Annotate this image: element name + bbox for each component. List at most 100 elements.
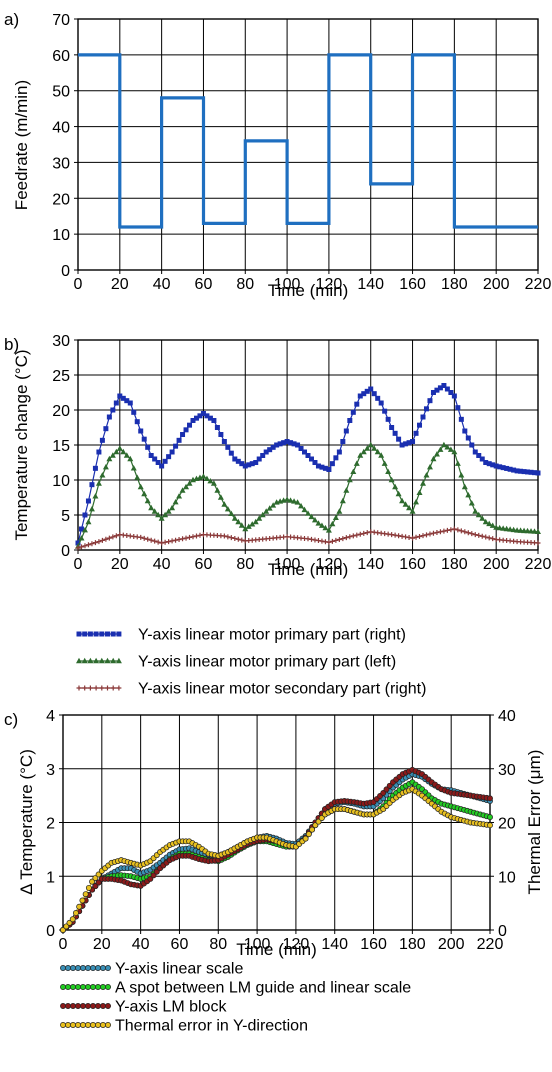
- legend-swatch-marker: [93, 631, 99, 637]
- x-tick-label: 80: [236, 556, 254, 573]
- y-tick-label: 0: [46, 923, 55, 940]
- data-point: [326, 467, 332, 472]
- data-point: [85, 884, 92, 891]
- plot-frame: [77, 18, 539, 271]
- data-point: [461, 483, 468, 490]
- data-point: [235, 536, 241, 542]
- data-point: [148, 453, 154, 458]
- data-point: [110, 407, 116, 413]
- data-point: [490, 462, 496, 468]
- legend-swatch-marker: [80, 965, 86, 971]
- data-point: [433, 451, 440, 457]
- x-tick-label: 140: [357, 556, 384, 573]
- data-point: [147, 875, 154, 882]
- data-point: [76, 903, 83, 910]
- y-tick-label: 20: [52, 191, 70, 208]
- legend-swatch-marker: [76, 631, 82, 637]
- data-point: [152, 538, 158, 544]
- data-point: [325, 527, 332, 533]
- data-point: [169, 538, 175, 544]
- x-tick-label: 200: [483, 276, 510, 293]
- data-point: [455, 405, 461, 411]
- data-point: [315, 463, 321, 469]
- data-point: [476, 532, 482, 538]
- data-point: [333, 537, 339, 543]
- legend-swatch-marker: [75, 984, 81, 990]
- data-point: [249, 521, 256, 527]
- data-point: [462, 529, 468, 535]
- data-point: [92, 540, 98, 546]
- data-point: [518, 468, 524, 474]
- data-point: [193, 415, 199, 421]
- data-point: [326, 539, 332, 545]
- data-point: [486, 461, 492, 467]
- legend-item: A spot between LM guide and linear scale: [60, 980, 411, 997]
- data-point: [124, 398, 130, 404]
- data-point: [120, 448, 127, 455]
- legend-swatch-marker: [82, 685, 88, 691]
- data-point: [406, 440, 412, 446]
- data-point: [106, 414, 112, 420]
- y-axis-label: Δ Temperature (°C): [17, 749, 36, 895]
- series-1: [78, 53, 538, 229]
- data-point: [187, 422, 193, 428]
- data-point: [151, 508, 158, 514]
- data-point: [364, 445, 371, 451]
- data-point: [465, 491, 472, 498]
- series-1: [75, 383, 541, 546]
- x-tick-label: 20: [111, 276, 129, 293]
- data-point: [392, 483, 399, 490]
- data-point: [284, 496, 291, 502]
- data-point: [361, 391, 367, 397]
- legend-swatch-marker: [65, 984, 71, 990]
- legend-swatch-marker: [90, 1003, 96, 1009]
- legend-swatch-marker: [65, 1022, 71, 1028]
- legend-swatch-marker: [110, 685, 116, 691]
- data-point: [532, 470, 538, 476]
- series-2: [75, 441, 541, 549]
- data-point: [386, 782, 393, 789]
- legend-swatch-marker: [105, 984, 111, 990]
- data-point: [78, 544, 84, 550]
- data-point: [482, 518, 489, 525]
- data-point: [332, 514, 339, 520]
- x-tick-label: 0: [74, 556, 83, 573]
- x-axis-label: Time (min): [268, 281, 349, 300]
- data-point: [444, 444, 451, 450]
- data-point: [441, 528, 447, 534]
- y-axis-label: Feedrate (m/min): [12, 80, 31, 210]
- data-point: [427, 531, 433, 537]
- data-point: [85, 542, 91, 548]
- y-tick-label: 60: [52, 48, 70, 65]
- x-tick-label: 100: [274, 276, 301, 293]
- x-axis-label: Time (min): [268, 560, 349, 579]
- data-point: [183, 483, 190, 490]
- data-point: [360, 448, 367, 455]
- data-point: [483, 460, 489, 465]
- data-point: [354, 532, 360, 538]
- data-point: [162, 511, 169, 518]
- x-tick-label: 180: [441, 556, 468, 573]
- x-tick-label: 0: [59, 936, 68, 953]
- data-point: [123, 452, 130, 458]
- x-tick-label: 100: [244, 936, 271, 953]
- legend-swatch-marker: [93, 685, 99, 691]
- data-point: [399, 497, 406, 504]
- legend-label: A spot between LM guide and linear scale: [115, 980, 411, 997]
- legend-swatch-marker: [82, 631, 88, 637]
- data-point: [131, 409, 137, 415]
- legend-panel-2: Y-axis linear motor primary part (right)…: [76, 627, 426, 698]
- data-point: [173, 443, 179, 449]
- data-point: [217, 494, 224, 500]
- data-point: [159, 540, 165, 546]
- data-point: [116, 445, 123, 451]
- y-tick-label: 15: [52, 438, 70, 455]
- data-point: [454, 460, 461, 466]
- data-point: [465, 435, 471, 441]
- y-axis-label: Temperature change (°C): [12, 349, 31, 540]
- x-axis-label: Time (min): [236, 940, 317, 959]
- data-point: [416, 489, 423, 496]
- data-point: [472, 508, 479, 514]
- data-point: [312, 460, 318, 465]
- data-point: [308, 456, 314, 462]
